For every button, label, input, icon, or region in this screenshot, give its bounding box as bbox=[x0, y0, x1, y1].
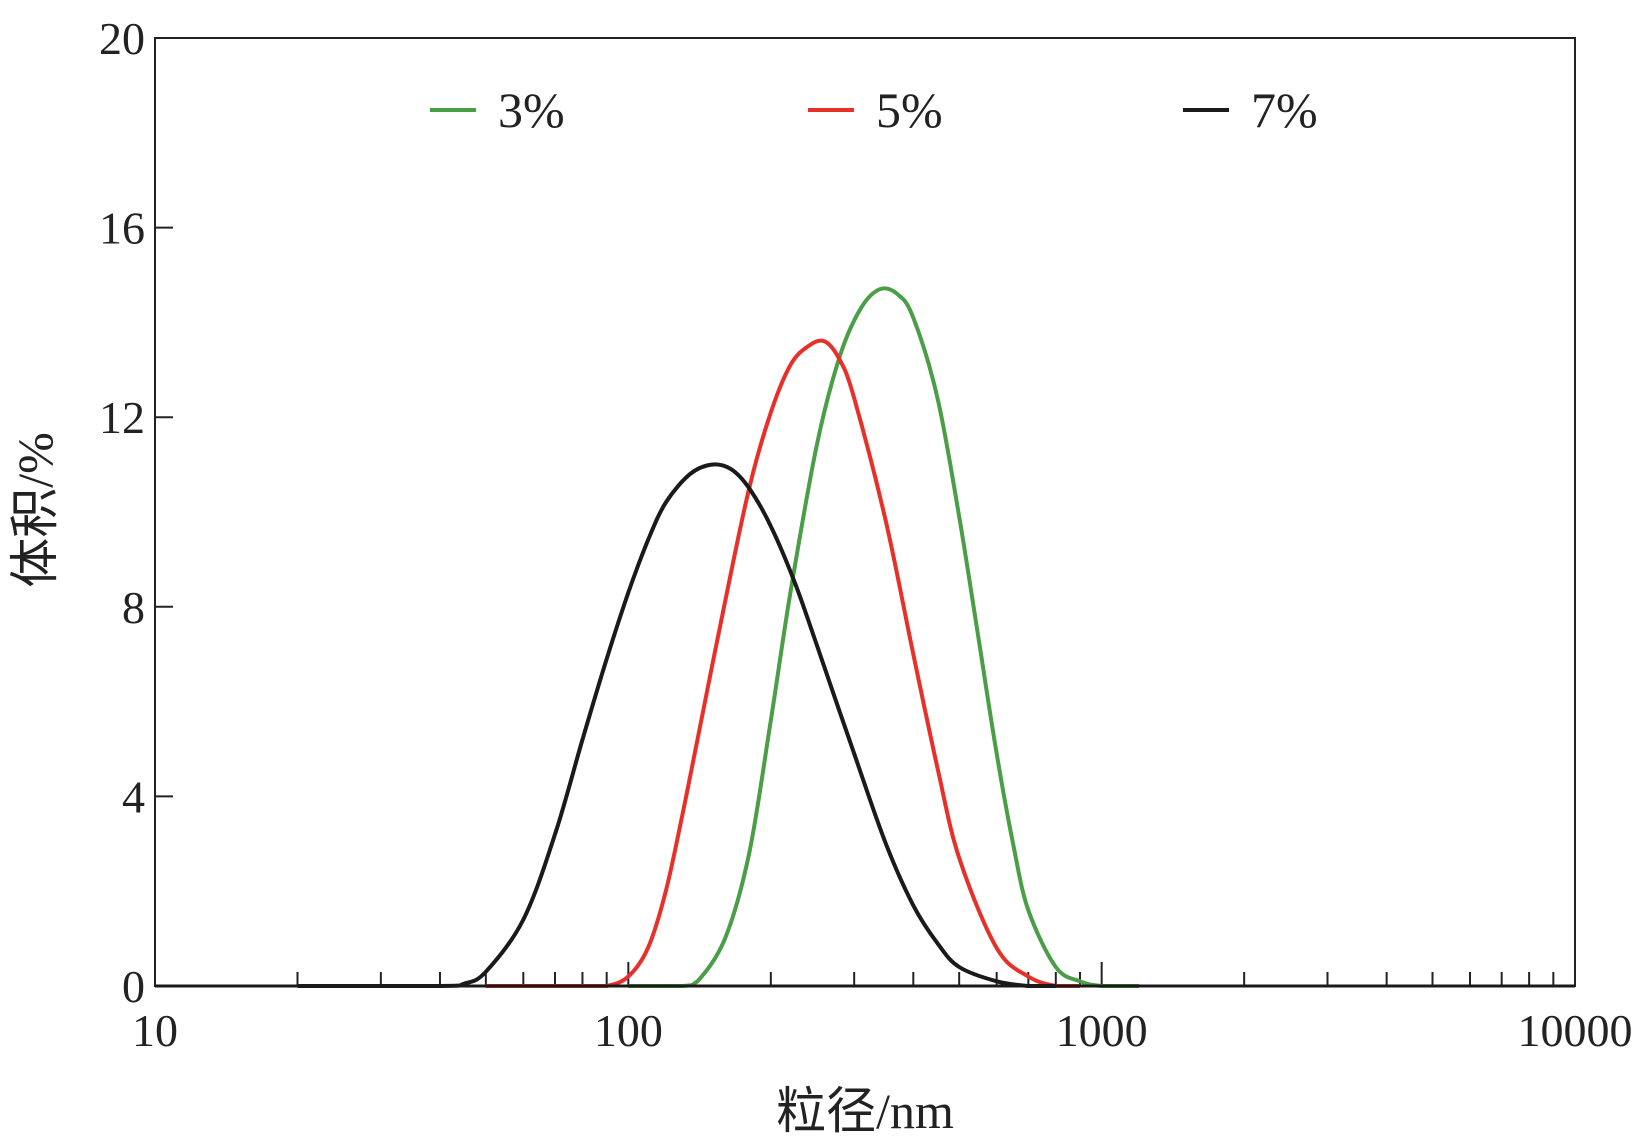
x-tick-label: 100 bbox=[594, 1005, 663, 1056]
legend-label: 5% bbox=[876, 82, 943, 138]
x-tick-label: 10000 bbox=[1518, 1005, 1633, 1056]
plot-frame bbox=[154, 37, 1576, 987]
x-tick-label: 1000 bbox=[1056, 1005, 1148, 1056]
legend-label: 3% bbox=[498, 82, 565, 138]
y-axis-title: 体积/% bbox=[7, 432, 63, 588]
y-tick-label: 20 bbox=[99, 13, 145, 64]
y-tick-label: 4 bbox=[122, 771, 145, 822]
y-tick-label: 16 bbox=[99, 203, 145, 254]
legend: 3% 5% 7% bbox=[430, 82, 1318, 138]
series-line-3% bbox=[628, 286, 1140, 989]
series-line-7% bbox=[297, 462, 1056, 989]
x-tick-label: 10 bbox=[132, 1005, 178, 1056]
series-lines bbox=[155, 286, 1575, 989]
major-ticks bbox=[154, 37, 1576, 987]
legend-label: 7% bbox=[1251, 82, 1318, 138]
x-axis-title: 粒径/nm bbox=[776, 1083, 954, 1139]
y-tick-label: 8 bbox=[122, 582, 145, 633]
y-tick-label: 12 bbox=[99, 392, 145, 443]
series-line-5% bbox=[485, 338, 1080, 989]
x-tick-labels: 10 100 1000 10000 bbox=[132, 1005, 1633, 1056]
y-tick-labels: 0 4 8 12 16 20 bbox=[99, 13, 145, 1012]
y-tick-label: 0 bbox=[122, 961, 145, 1012]
